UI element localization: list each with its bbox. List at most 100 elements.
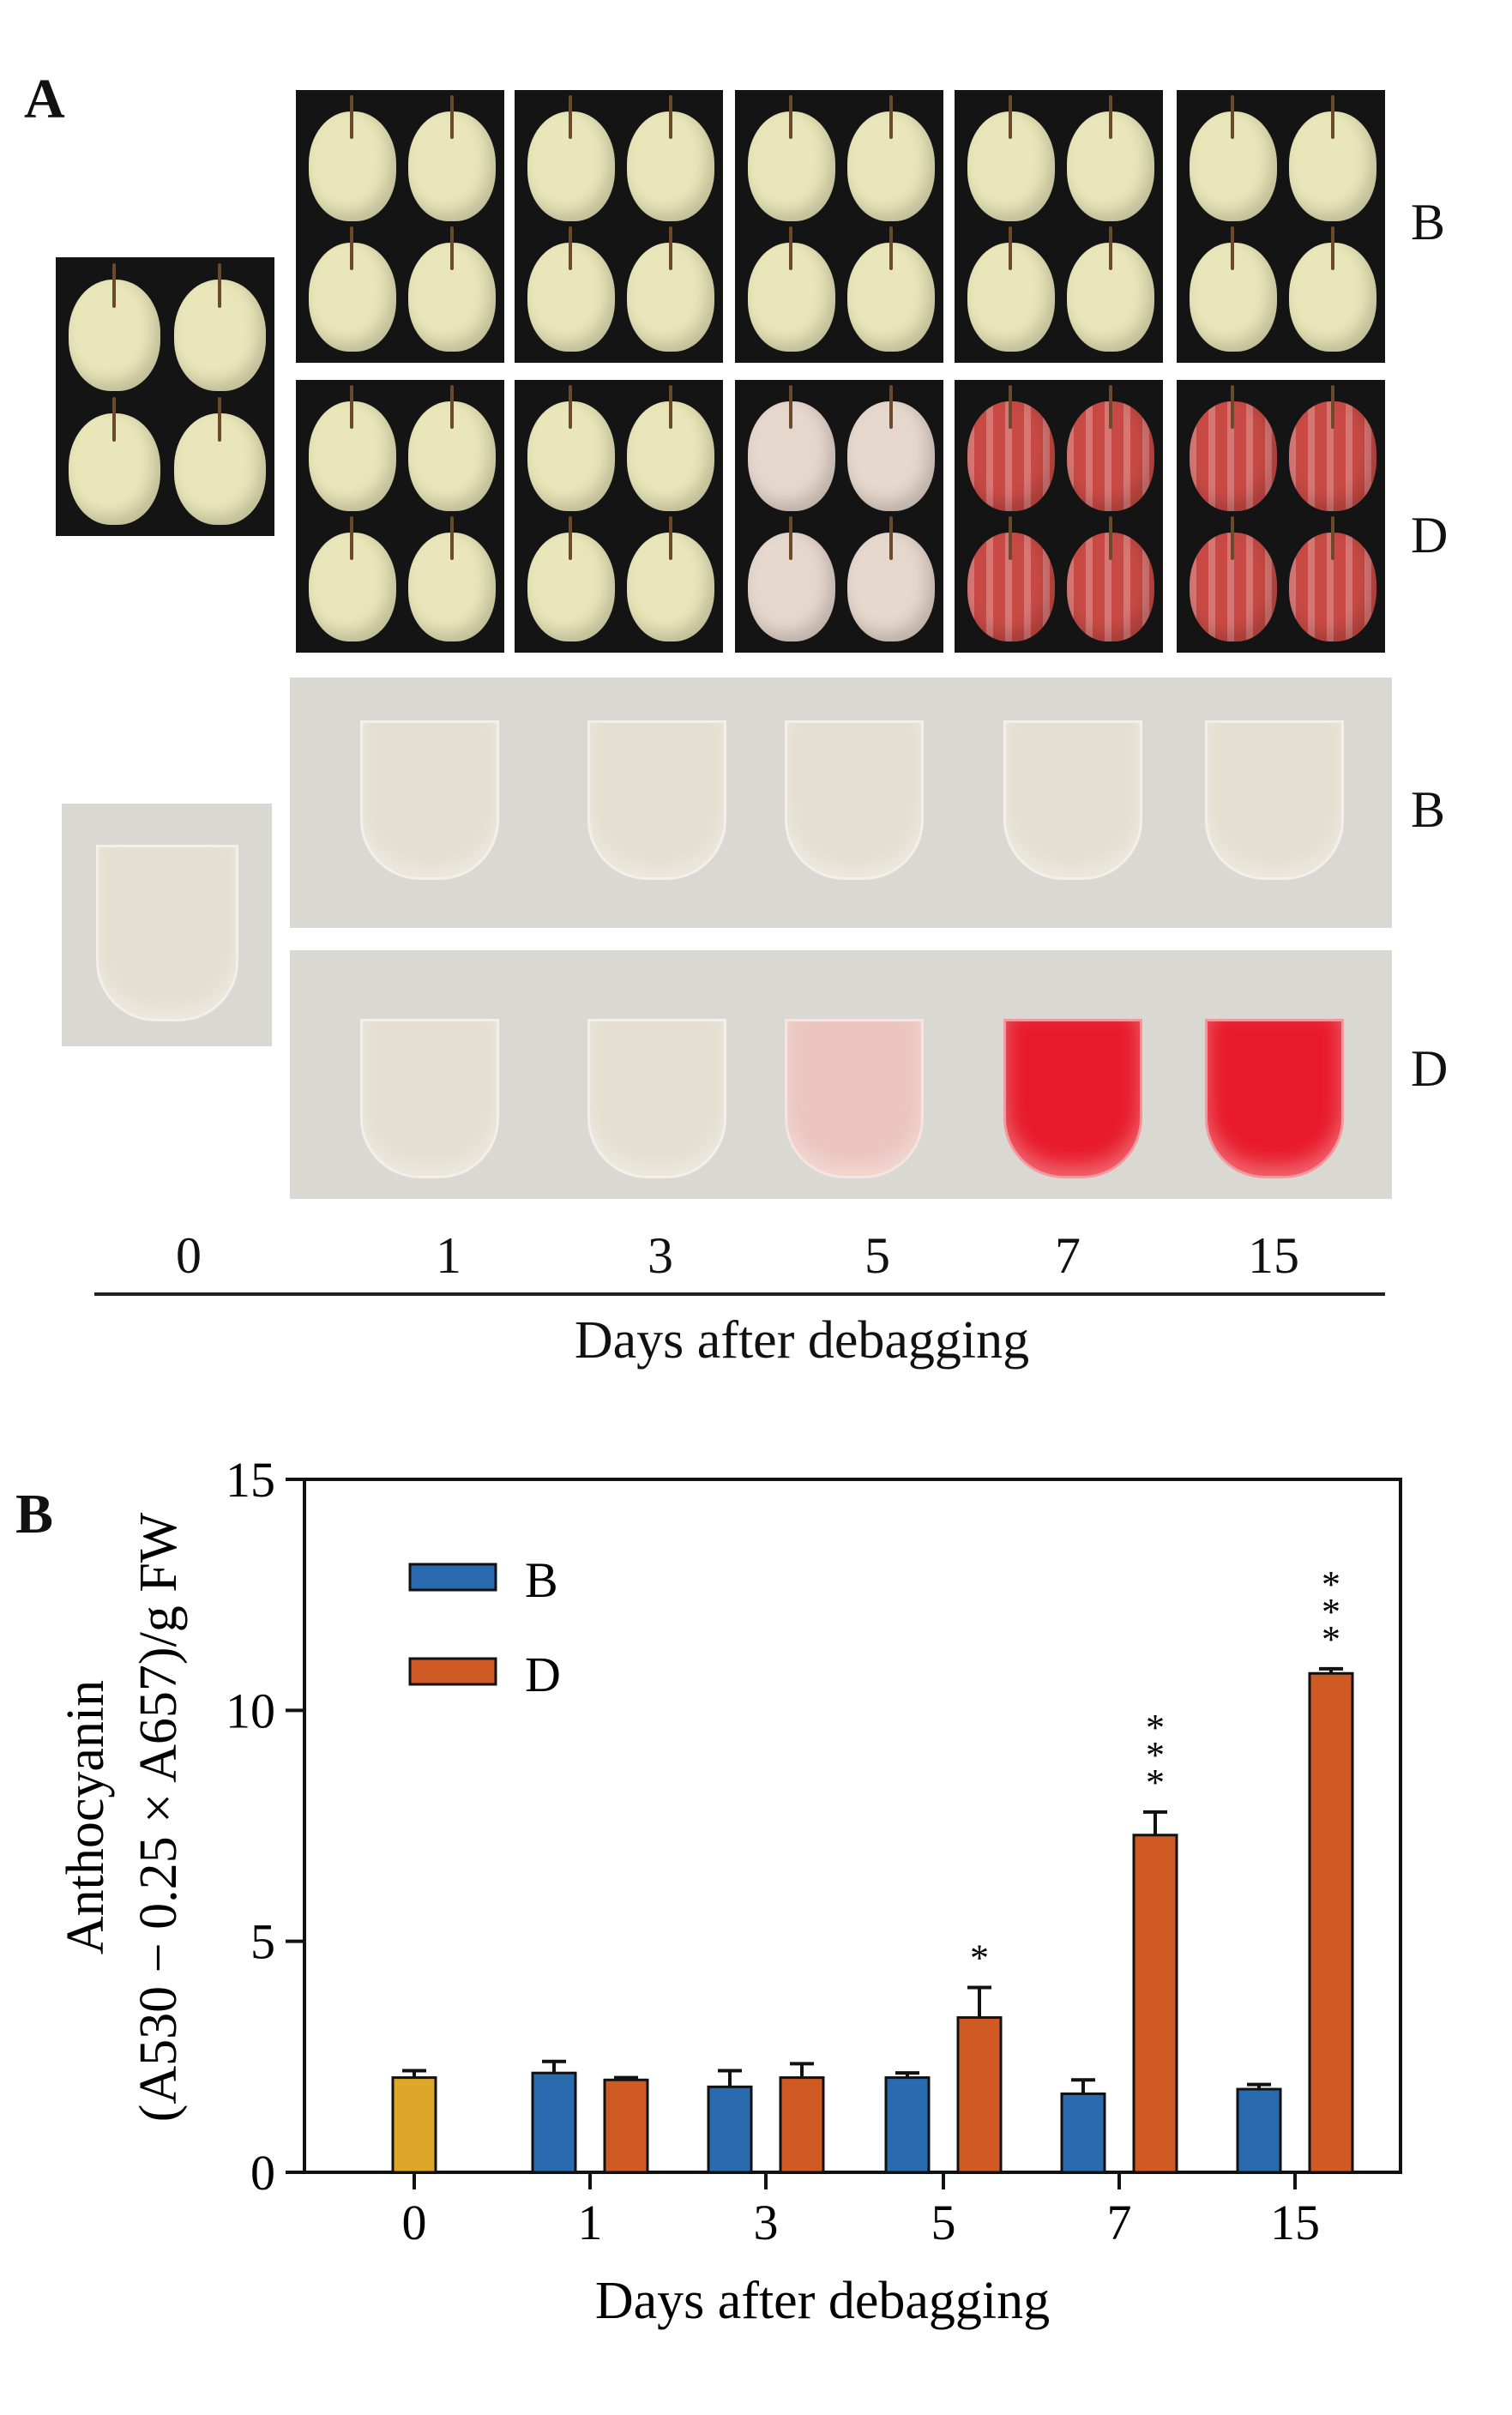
pear-stem	[350, 95, 354, 140]
panel-a-axis-line	[94, 1292, 1385, 1296]
extract-tube	[587, 720, 726, 880]
row-label-bagged-extract: B	[1411, 781, 1446, 838]
pear-stem	[350, 385, 354, 430]
fruit-photo-debagged	[1177, 380, 1385, 653]
fruit-photo-bagged	[735, 90, 943, 363]
significance-mark: *	[1322, 1618, 1340, 1660]
day-label-7: 7	[1055, 1227, 1081, 1284]
extract-tube	[1205, 720, 1344, 880]
fruit-photo-bagged	[1177, 90, 1385, 363]
pear-stem	[569, 226, 573, 270]
x-tick-label: 1	[578, 2195, 603, 2250]
significance-mark: *	[1146, 1707, 1165, 1749]
significance-mark: *	[1146, 1734, 1165, 1776]
panel-a-xlabel: Days after debagging	[574, 1311, 1030, 1370]
plot-frame	[303, 1478, 1402, 2174]
bar-day0	[391, 2076, 437, 2174]
pear-stem	[1231, 516, 1235, 560]
row-label-debagged-extract: D	[1411, 1040, 1449, 1097]
pear-stem	[1108, 95, 1112, 140]
pear-stem	[449, 226, 454, 270]
pear-stem	[350, 226, 354, 270]
pear-stem	[668, 226, 672, 270]
pear-stem	[569, 385, 573, 430]
fruit-photo-bagged	[515, 90, 723, 363]
extract-tube	[1003, 1019, 1142, 1178]
pear-stem	[889, 95, 893, 140]
legend-swatch-D	[408, 1657, 497, 1686]
day-label-0: 0	[176, 1227, 202, 1284]
pear-stem	[789, 385, 793, 430]
pear-stem	[1231, 226, 1235, 270]
extract-tube	[360, 1019, 499, 1178]
legend-swatch-B	[408, 1563, 497, 1592]
pear-stem	[569, 95, 573, 140]
pear-stem	[1330, 95, 1334, 140]
fruit-photo-debagged	[955, 380, 1163, 653]
anthocyanin-bar-chart: 0 5 10 15 0 1 3 5 7 15 * * * * * * * B D Days after debaggi…	[0, 1441, 1512, 2411]
y-tick-label: 15	[226, 1452, 275, 1508]
pear-stem	[112, 262, 117, 308]
fruit-photo-debagged	[296, 380, 504, 653]
pear-stem	[889, 226, 893, 270]
pear-stem	[668, 95, 672, 140]
x-tick-label: 5	[931, 2195, 956, 2250]
day-label-15: 15	[1248, 1227, 1299, 1284]
pear-stem	[1009, 516, 1013, 560]
pear-stem	[789, 516, 793, 560]
pear-stem	[449, 95, 454, 140]
pear-stem	[668, 516, 672, 560]
extract-tube	[360, 720, 499, 880]
bar-B	[1060, 2092, 1106, 2174]
panel-b-label: B	[15, 1483, 54, 1545]
pear-stem	[1009, 95, 1013, 140]
pear-stem	[1108, 226, 1112, 270]
day-label-5: 5	[864, 1227, 890, 1284]
pear-stem	[668, 385, 672, 430]
bar-D	[779, 2076, 825, 2174]
panel-a-label: A	[24, 68, 65, 130]
pear-stem	[789, 226, 793, 270]
pear-stem	[1330, 226, 1334, 270]
legend-label-D: D	[525, 1647, 561, 1702]
extract-tube	[785, 720, 924, 880]
bar-B	[707, 2085, 753, 2174]
significance-mark: *	[1322, 1591, 1340, 1633]
legend-label-B: B	[525, 1552, 558, 1608]
bar-D	[1132, 1834, 1178, 2174]
y-axis-label-line1: Anthocyanin	[57, 1680, 115, 1954]
pear-stem	[569, 516, 573, 560]
fruit-photo-debagged	[515, 380, 723, 653]
bar-B	[1236, 2087, 1282, 2174]
pear-stem	[889, 516, 893, 560]
significance-mark: *	[1146, 1762, 1165, 1804]
x-tick-label: 3	[754, 2195, 779, 2250]
day-label-1: 1	[436, 1227, 461, 1284]
day-label-3: 3	[648, 1227, 673, 1284]
pear-stem	[350, 516, 354, 560]
pear-stem	[1009, 385, 1013, 430]
pear-stem	[112, 396, 117, 442]
x-tick-label: 7	[1107, 2195, 1132, 2250]
fruit-photo-bagged	[296, 90, 504, 363]
pear-stem	[217, 396, 221, 442]
bar-D	[1308, 1671, 1354, 2174]
pear-stem	[1330, 385, 1334, 430]
pear-stem	[1009, 226, 1013, 270]
pear-stem	[1108, 385, 1112, 430]
bar-B	[531, 2071, 577, 2174]
pear-stem	[1231, 95, 1235, 140]
tube-photo-day0	[62, 804, 272, 1046]
significance-mark: *	[970, 1937, 989, 1979]
tube-photo-bagged	[290, 678, 1392, 928]
x-tick-label: 15	[1270, 2195, 1320, 2250]
x-tick-label: 0	[402, 2195, 427, 2250]
extract-tube	[587, 1019, 726, 1178]
extract-tube	[1205, 1019, 1344, 1178]
fruit-photo-day0	[56, 257, 274, 536]
pear-stem	[449, 516, 454, 560]
bar-D	[956, 2016, 1003, 2174]
x-axis-label: Days after debagging	[595, 2272, 1050, 2330]
tube-photo-debagged	[290, 950, 1392, 1199]
